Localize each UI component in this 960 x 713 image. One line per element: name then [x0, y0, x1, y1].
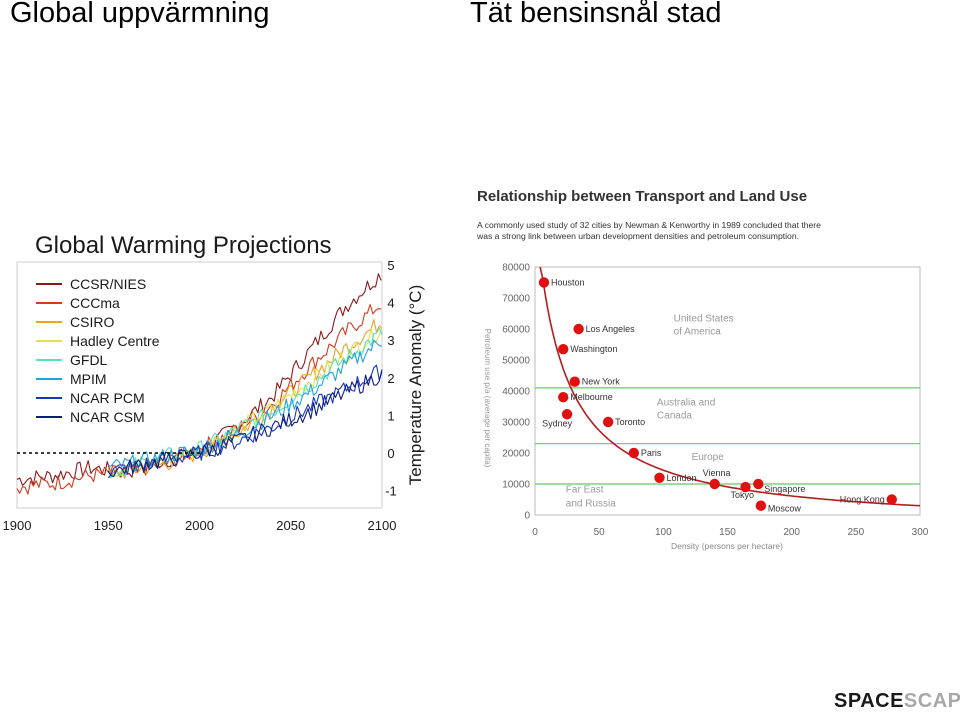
tl-city-point: [558, 343, 569, 355]
gw-series-line: [108, 339, 383, 472]
tl-region-label: Europe: [692, 452, 725, 463]
tl-city-point: [569, 376, 580, 387]
tl-city-point: [628, 447, 640, 459]
global-warming-chart: Global Warming Projections Temperature A…: [3, 232, 425, 533]
gw-y-tick-label: 1: [387, 408, 394, 423]
gw-series-line: [108, 327, 383, 479]
tl-x-tick-label: 200: [783, 527, 800, 538]
slide-title-left: Global uppvärmning: [10, 0, 270, 29]
tl-x-tick-label: 250: [847, 527, 864, 538]
tl-city-point: [561, 409, 573, 420]
tl-y-tick-label: 40000: [502, 387, 530, 398]
tl-city-point: [740, 481, 751, 493]
tl-y-axis-label: Petroleum use p/a (average per capita): [483, 329, 492, 468]
tl-city-label: Houston: [551, 278, 585, 288]
tl-city-label: Los Angeles: [586, 324, 636, 334]
tl-region-label: Far East: [566, 485, 604, 496]
gw-x-tick-label: 1950: [94, 518, 123, 533]
tl-subtitle-line-1: A commonly used study of 32 cities by Ne…: [477, 220, 821, 230]
tl-y-tick-label: 10000: [502, 480, 530, 491]
tl-x-tick-label: 300: [912, 527, 929, 538]
gw-y-tick-label: -1: [385, 484, 397, 499]
tl-city-point: [602, 416, 614, 428]
gw-x-tick-label: 2000: [185, 518, 214, 533]
gw-plot-frame: [16, 261, 383, 509]
tl-city-point: [709, 478, 720, 490]
gw-series-line: [107, 369, 383, 478]
tl-x-axis-label: Density (persons per hectare): [671, 541, 783, 551]
tl-region-label: and Russia: [566, 498, 616, 509]
gw-y-tick-label: 5: [387, 258, 394, 273]
transport-landuse-chart: Relationship between Transport and Land …: [476, 188, 929, 551]
tl-x-tick-label: 100: [655, 527, 672, 538]
gw-legend-label: CCSR/NIES: [70, 276, 146, 292]
tl-city-label: Washington: [570, 344, 617, 354]
tl-city-label: Tokyo: [730, 490, 754, 500]
gw-series-line: [16, 303, 382, 495]
tl-city-label: Melbourne: [570, 392, 613, 402]
tl-city-label: Moscow: [768, 504, 802, 514]
gw-y-tick-label: 4: [387, 296, 394, 311]
gw-y-tick-label: 3: [387, 333, 394, 348]
tl-city-point: [755, 500, 767, 511]
slide-title-right: Tät bensinsnål stad: [470, 0, 722, 29]
gw-legend-label: GFDL: [70, 352, 108, 368]
tl-city-point: [558, 392, 569, 403]
tl-city-label: Toronto: [615, 417, 645, 427]
tl-trend-curve: [539, 266, 921, 507]
tl-y-tick-label: 20000: [502, 449, 530, 460]
tl-city-point: [753, 478, 764, 490]
tl-city-label: Singapore: [764, 484, 805, 494]
gw-legend-label: Hadley Centre: [70, 333, 160, 349]
tl-y-tick-label: 60000: [502, 325, 530, 336]
gw-y-tick-label: 0: [387, 446, 394, 461]
gw-y-tick-label: 2: [387, 371, 394, 386]
tl-y-tick-label: 0: [524, 511, 530, 522]
tl-city-label: London: [666, 473, 696, 483]
gw-legend-label: CSIRO: [70, 314, 114, 330]
tl-plot-frame: [534, 266, 921, 516]
spacescape-logo: SPACESCAPE: [834, 690, 960, 712]
logo-part-space: SPACE: [834, 690, 904, 712]
tl-subtitle-line-2: was a strong link between urban developm…: [476, 231, 799, 241]
tl-x-tick-label: 50: [594, 527, 606, 538]
tl-city-label: Vienna: [703, 468, 731, 478]
tl-y-tick-label: 50000: [502, 356, 530, 367]
tl-city-label: Hong Kong: [840, 495, 885, 505]
tl-y-tick-label: 80000: [502, 263, 530, 274]
tl-city-point: [573, 323, 584, 335]
tl-city-label: Sydney: [542, 418, 573, 428]
tl-y-tick-label: 30000: [502, 418, 530, 429]
tl-region-label: Australia and: [657, 398, 715, 409]
tl-y-tick-label: 70000: [502, 294, 530, 305]
gw-series-line: [107, 327, 383, 479]
logo-part-scape: SCAPE: [903, 690, 960, 712]
tl-x-tick-label: 0: [532, 527, 538, 538]
tl-region-label: United States: [674, 313, 734, 324]
gw-legend-label: CCCma: [70, 295, 120, 311]
gw-legend-label: MPIM: [70, 371, 107, 387]
gw-x-tick-label: 2100: [368, 518, 397, 533]
tl-city-point: [886, 494, 897, 505]
gw-legend-label: NCAR CSM: [70, 409, 145, 425]
tl-region-label: Canada: [657, 410, 692, 421]
tl-city-label: Paris: [641, 448, 662, 458]
tl-chart-title: Relationship between Transport and Land …: [477, 188, 807, 205]
gw-chart-title: Global Warming Projections: [35, 232, 332, 259]
tl-city-label: New York: [582, 377, 621, 387]
tl-city-point: [538, 277, 550, 288]
gw-x-tick-label: 2050: [276, 518, 305, 533]
gw-legend-label: NCAR PCM: [70, 390, 145, 406]
gw-y-axis-label: Temperature Anomaly (°C): [406, 285, 425, 485]
tl-region-label: of America: [674, 326, 722, 337]
tl-city-point: [654, 472, 665, 483]
gw-x-tick-label: 1900: [3, 518, 32, 533]
tl-x-tick-label: 150: [719, 527, 736, 538]
